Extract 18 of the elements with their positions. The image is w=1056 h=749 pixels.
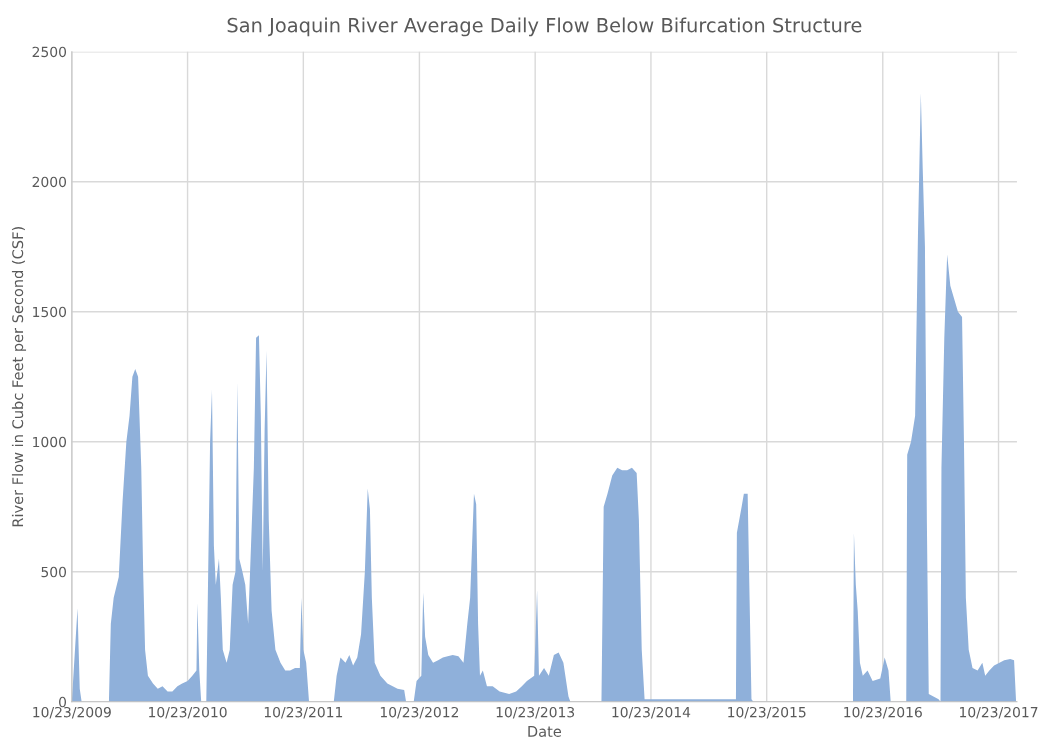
x-tick-label: 10/23/2011 (264, 706, 343, 719)
y-axis-title: River Flow in Cubc Feet per Second (CSF) (11, 227, 27, 527)
x-tick-label: 10/23/2016 (844, 706, 922, 719)
y-tick-label: 1500 (33, 306, 67, 318)
y-tick-label: 2500 (32, 46, 67, 58)
x-tick-label: 10/23/2015 (728, 706, 806, 719)
x-tick-label: 10/23/2009 (33, 706, 111, 719)
x-tick-label: 10/23/2010 (149, 706, 227, 719)
y-tick-label: 2000 (32, 176, 67, 188)
y-tick-label: 0 (59, 696, 67, 708)
x-tick-label: 10/23/2014 (612, 706, 691, 719)
x-tick-label: 10/23/2013 (496, 706, 575, 719)
x-axis-title: Date (528, 726, 562, 737)
x-tick-label: 10/23/2017 (960, 706, 1038, 719)
chart-title: San Joaquin River Average Daily Flow Below Bifurcation Structure (227, 17, 862, 37)
x-tick-label: 10/23/2012 (380, 706, 459, 719)
y-tick-label: 1000 (33, 436, 67, 448)
y-tick-label: 500 (41, 566, 67, 578)
